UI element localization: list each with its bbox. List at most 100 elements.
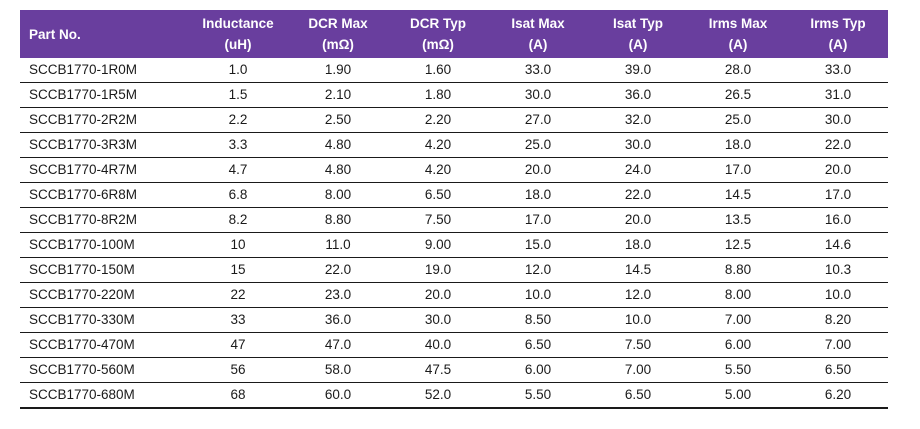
value-cell: 15 — [188, 257, 288, 283]
col-header-unit: (A) — [628, 37, 648, 52]
value-cell: 39.0 — [588, 58, 688, 83]
value-cell: 47.0 — [288, 332, 388, 358]
value-cell: 6.50 — [588, 382, 688, 409]
value-cell: 17.0 — [788, 182, 888, 208]
value-cell: 4.80 — [288, 132, 388, 158]
value-cell: 25.0 — [488, 132, 588, 158]
value-cell: 2.10 — [288, 82, 388, 108]
part-no-cell: SCCB1770-3R3M — [20, 132, 188, 158]
part-no-cell: SCCB1770-220M — [20, 282, 188, 308]
value-cell: 30.0 — [388, 307, 488, 333]
table-row: SCCB1770-2R2M 2.2 2.50 2.20 27.0 32.0 25.0 30.0 — [20, 107, 888, 133]
value-cell: 10.0 — [488, 282, 588, 308]
value-cell: 4.20 — [388, 132, 488, 158]
col-header-unit: (mΩ) — [322, 37, 354, 52]
col-header-label: Irms Typ — [810, 16, 866, 31]
table-row: SCCB1770-8R2M 8.2 8.80 7.50 17.0 20.0 13.5 16.0 — [20, 207, 888, 233]
value-cell: 16.0 — [788, 207, 888, 233]
table-row: SCCB1770-220M 22 23.0 20.0 10.0 12.0 8.00 10.0 — [20, 282, 888, 308]
value-cell: 6.00 — [488, 357, 588, 383]
value-cell: 4.20 — [388, 157, 488, 183]
value-cell: 6.50 — [788, 357, 888, 383]
value-cell: 12.0 — [488, 257, 588, 283]
value-cell: 2.50 — [288, 107, 388, 133]
value-cell: 32.0 — [588, 107, 688, 133]
value-cell: 10.3 — [788, 257, 888, 283]
col-header-label: Irms Max — [708, 16, 768, 31]
value-cell: 14.6 — [788, 232, 888, 258]
value-cell: 1.60 — [388, 58, 488, 83]
value-cell: 10.0 — [588, 307, 688, 333]
value-cell: 12.5 — [688, 232, 788, 258]
value-cell: 12.0 — [588, 282, 688, 308]
value-cell: 56 — [188, 357, 288, 383]
value-cell: 40.0 — [388, 332, 488, 358]
value-cell: 8.20 — [788, 307, 888, 333]
value-cell: 9.00 — [388, 232, 488, 258]
value-cell: 18.0 — [688, 132, 788, 158]
value-cell: 68 — [188, 382, 288, 409]
col-header-dcr-max: DCR Max (mΩ) — [288, 10, 388, 58]
value-cell: 6.20 — [788, 382, 888, 409]
value-cell: 8.2 — [188, 207, 288, 233]
value-cell: 30.0 — [488, 82, 588, 108]
value-cell: 5.50 — [488, 382, 588, 409]
value-cell: 14.5 — [588, 257, 688, 283]
value-cell: 31.0 — [788, 82, 888, 108]
table-row: SCCB1770-560M 56 58.0 47.5 6.00 7.00 5.50 6.50 — [20, 357, 888, 383]
table-row: SCCB1770-6R8M 6.8 8.00 6.50 18.0 22.0 14.5 17.0 — [20, 182, 888, 208]
value-cell: 7.50 — [588, 332, 688, 358]
value-cell: 36.0 — [288, 307, 388, 333]
table-row: SCCB1770-330M 33 36.0 30.0 8.50 10.0 7.00 8.20 — [20, 307, 888, 333]
value-cell: 18.0 — [488, 182, 588, 208]
part-no-cell: SCCB1770-330M — [20, 307, 188, 333]
table-row: SCCB1770-1R0M 1.0 1.90 1.60 33.0 39.0 28.0 33.0 — [20, 58, 888, 83]
value-cell: 47 — [188, 332, 288, 358]
value-cell: 7.00 — [688, 307, 788, 333]
table-row: SCCB1770-100M 10 11.0 9.00 15.0 18.0 12.5 14.6 — [20, 232, 888, 258]
value-cell: 22.0 — [588, 182, 688, 208]
col-header-label: Inductance — [202, 16, 274, 31]
value-cell: 22.0 — [788, 132, 888, 158]
value-cell: 23.0 — [288, 282, 388, 308]
table-row: SCCB1770-680M 68 60.0 52.0 5.50 6.50 5.00 6.20 — [20, 382, 888, 409]
value-cell: 18.0 — [588, 232, 688, 258]
value-cell: 22.0 — [288, 257, 388, 283]
col-header-unit: (A) — [828, 37, 848, 52]
value-cell: 6.8 — [188, 182, 288, 208]
value-cell: 7.50 — [388, 207, 488, 233]
value-cell: 25.0 — [688, 107, 788, 133]
value-cell: 8.80 — [688, 257, 788, 283]
col-header-unit: (A) — [528, 37, 548, 52]
value-cell: 47.5 — [388, 357, 488, 383]
value-cell: 4.80 — [288, 157, 388, 183]
value-cell: 2.20 — [388, 107, 488, 133]
part-no-cell: SCCB1770-560M — [20, 357, 188, 383]
value-cell: 5.00 — [688, 382, 788, 409]
part-no-cell: SCCB1770-4R7M — [20, 157, 188, 183]
value-cell: 8.00 — [288, 182, 388, 208]
value-cell: 1.80 — [388, 82, 488, 108]
value-cell: 1.0 — [188, 58, 288, 83]
col-header-dcr-typ: DCR Typ (mΩ) — [388, 10, 488, 58]
value-cell: 13.5 — [688, 207, 788, 233]
col-header-isat-max: Isat Max (A) — [488, 10, 588, 58]
value-cell: 6.50 — [388, 182, 488, 208]
col-header-inductance: Inductance (uH) — [188, 10, 288, 58]
table-header: Part No. Inductance (uH) DCR Max (mΩ) DC… — [20, 10, 888, 58]
col-header-irms-max: Irms Max (A) — [688, 10, 788, 58]
part-no-cell: SCCB1770-680M — [20, 382, 188, 409]
value-cell: 17.0 — [488, 207, 588, 233]
value-cell: 7.00 — [588, 357, 688, 383]
col-header-label: Isat Max — [511, 16, 565, 31]
value-cell: 20.0 — [588, 207, 688, 233]
value-cell: 8.80 — [288, 207, 388, 233]
value-cell: 52.0 — [388, 382, 488, 409]
part-no-cell: SCCB1770-1R0M — [20, 58, 188, 83]
value-cell: 22 — [188, 282, 288, 308]
part-no-cell: SCCB1770-470M — [20, 332, 188, 358]
table-body: SCCB1770-1R0M 1.0 1.90 1.60 33.0 39.0 28.0 33.0… — [20, 58, 888, 409]
value-cell: 26.5 — [688, 82, 788, 108]
table-row: SCCB1770-150M 15 22.0 19.0 12.0 14.5 8.80 10.3 — [20, 257, 888, 283]
value-cell: 20.0 — [488, 157, 588, 183]
